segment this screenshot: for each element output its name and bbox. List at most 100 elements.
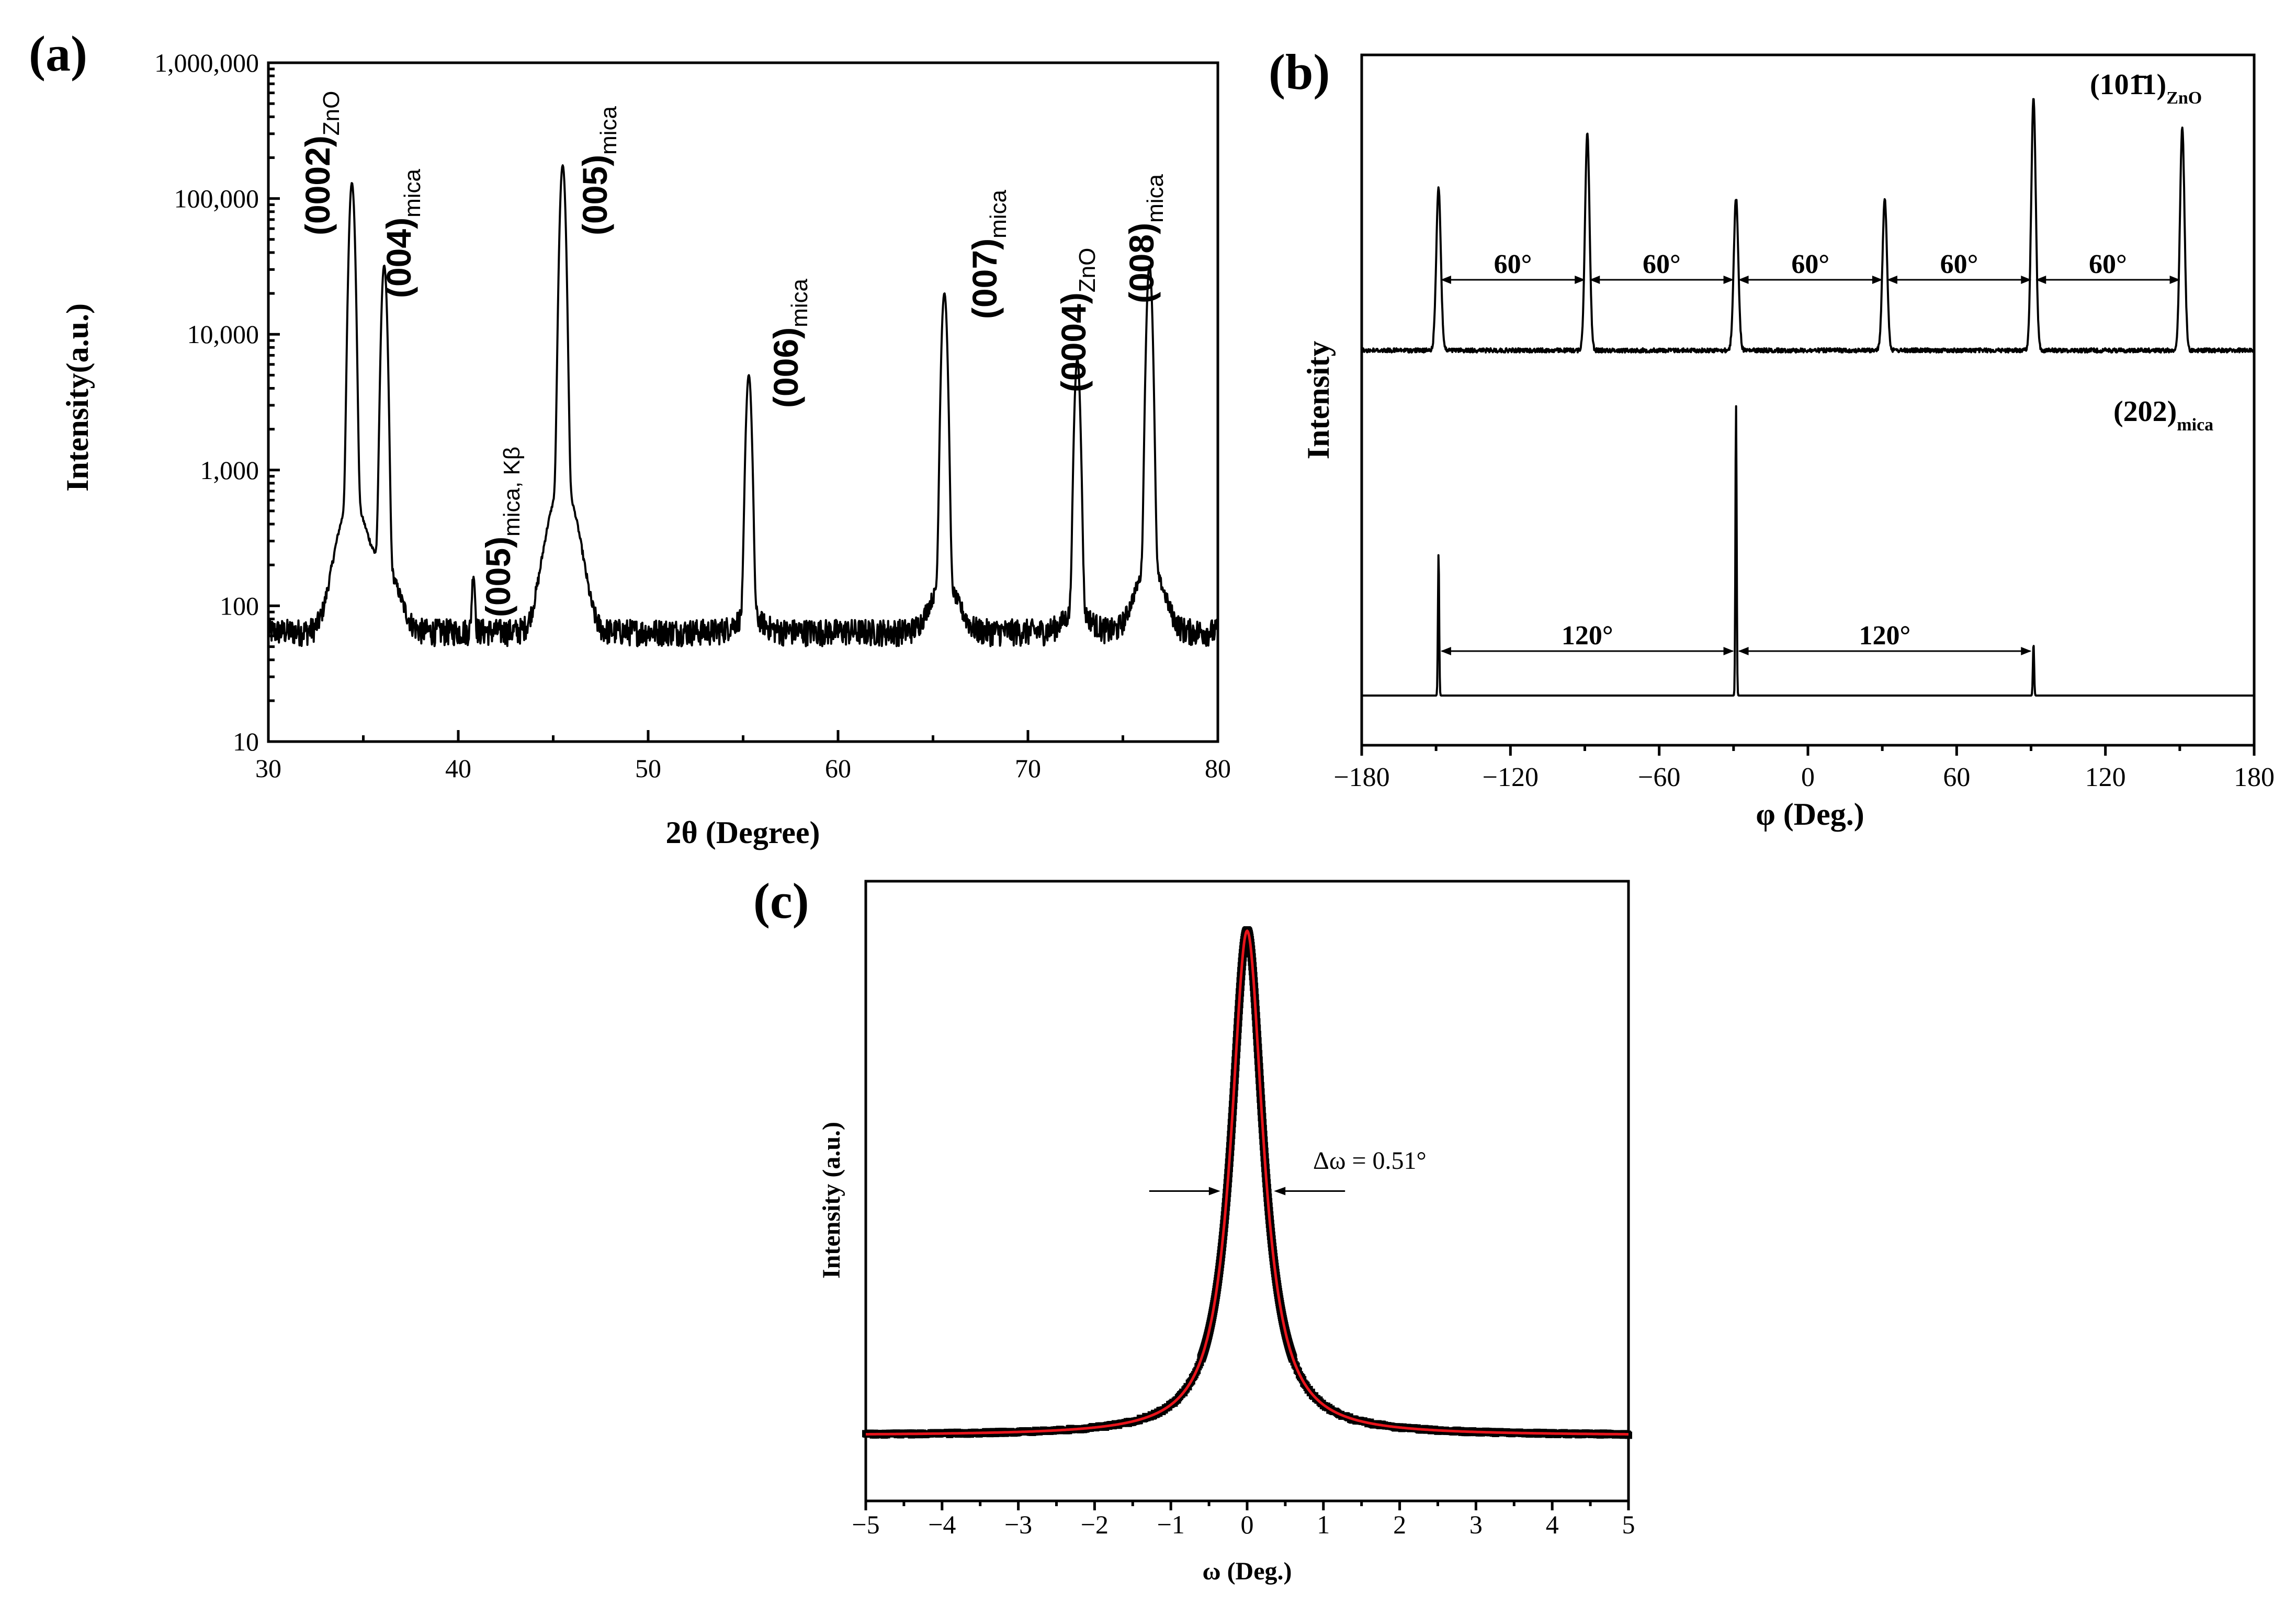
panel-b-x-label: φ (Deg.) (1756, 797, 1864, 832)
one-twenty-degree-arrow-head-right (2021, 647, 2032, 655)
peak-label: (008)mica (1122, 174, 1168, 303)
sixty-degree-arrow-head-left (2035, 276, 2046, 284)
peak-label: (0004)ZnO (1054, 248, 1100, 392)
x-tick-label: 60 (1943, 762, 1970, 792)
panel-a-x-label: 2θ (Degree) (665, 815, 820, 850)
peak-label: (007)mica (965, 189, 1011, 319)
x-tick-label: 40 (445, 754, 471, 783)
panel-a-y-ticks: 10 100 1,000 10,000 100,000 1,000,000 (154, 48, 280, 756)
x-tick-label: 0 (1801, 762, 1815, 792)
one-twenty-degree-label: 120° (1859, 621, 1911, 651)
panel-a-x-ticks: 30 40 50 60 70 80 (255, 730, 1231, 783)
x-tick-label: 5 (1622, 1510, 1635, 1539)
one-twenty-degree-label: 120° (1562, 621, 1613, 651)
panel-b-series-zno-label: (101̄1)ZnO (2090, 69, 2202, 108)
panel-c-fwhm-annotation (1149, 1187, 1345, 1196)
x-tick-label: −4 (928, 1510, 956, 1539)
x-tick-label: −5 (852, 1510, 879, 1539)
y-tick-label: 10,000 (187, 320, 259, 349)
x-tick-label: 120 (2085, 762, 2126, 792)
panel-c-y-label: Intensity (a.u.) (818, 1122, 845, 1279)
sixty-degree-arrow-head-left (1589, 276, 1600, 284)
panel-b-traces (1361, 98, 2255, 697)
mica-label-sub: mica (2177, 415, 2213, 435)
panel-c-frame (864, 880, 1630, 1502)
panel-c-data-points (862, 926, 1632, 1439)
panel-c-x-ticks: −5 −4 −3 −2 −1 0 1 2 3 4 5 (852, 1501, 1635, 1539)
panel-c-fit (866, 929, 1628, 1436)
panel-a-trace (267, 164, 1219, 647)
sixty-degree-arrow-head-left (1886, 276, 1897, 284)
peak-label-sub: mica, Kβ (499, 447, 525, 537)
peak-label-main: (0002) (298, 135, 337, 235)
panel-b-series-mica-label: (202)mica (2113, 395, 2213, 435)
peak-label-main: (0004) (1054, 292, 1093, 392)
peak-label-sub: ZnO (1075, 248, 1100, 293)
y-tick-label: 1,000,000 (154, 48, 259, 77)
one-twenty-degree-arrow-head-right (1723, 647, 1734, 655)
one-twenty-degree-arrow-head-left (1738, 647, 1749, 655)
sixty-degree-label: 60° (1940, 249, 1978, 279)
x-tick-label: −1 (1157, 1510, 1185, 1539)
lorentzian-fit-line (866, 929, 1628, 1436)
x-tick-label: −180 (1333, 762, 1389, 792)
x-tick-label: 3 (1469, 1510, 1483, 1539)
peak-label-main: (006) (766, 327, 805, 408)
sixty-degree-arrow-head-left (1738, 276, 1749, 284)
y-tick-label: 1,000 (200, 456, 259, 485)
peak-label-main: (004) (379, 218, 418, 298)
peak-label: (005)mica, Kβ (479, 447, 525, 617)
peak-label-main: (005) (479, 537, 517, 617)
panel-b-annotations: 60° 60° 60° 60° 60° 120° 120° (1440, 249, 2180, 655)
panel-c-fwhm-text: Δω = 0.51° (1313, 1147, 1427, 1175)
xrd-trace (267, 164, 1219, 647)
peak-label-main: (007) (965, 238, 1004, 319)
x-tick-label: 80 (1205, 754, 1231, 783)
x-tick-label: 1 (1317, 1510, 1330, 1539)
x-tick-label: 50 (635, 754, 661, 783)
x-tick-label: 30 (255, 754, 281, 783)
mica-label-main: (202) (2113, 395, 2177, 428)
peak-label-sub: mica (1143, 174, 1168, 222)
x-tick-label: −2 (1081, 1510, 1109, 1539)
sixty-degree-label: 60° (2089, 249, 2127, 279)
fwhm-arrow-left-head (1208, 1187, 1220, 1196)
sixty-degree-arrow-head-right (2021, 276, 2032, 284)
zno-label-main: (101̄1) (2090, 69, 2166, 101)
x-tick-label: −120 (1483, 762, 1539, 792)
panel-b-x-ticks: −180 −120 −60 0 60 120 180 (1333, 745, 2275, 792)
peak-label-sub: mica (596, 106, 621, 154)
y-tick-label: 10 (233, 727, 259, 756)
panel-b-y-label: Intensity (1301, 341, 1336, 460)
sixty-degree-arrow-head-right (1575, 276, 1586, 284)
panel-a-peak-labels: (0002)ZnO(004)mica(005)mica, Kβ(005)mica… (298, 91, 1168, 617)
x-tick-label: 70 (1015, 754, 1041, 783)
zno-label-sub: ZnO (2166, 88, 2202, 108)
fwhm-arrow-right-head (1274, 1187, 1286, 1196)
peak-label: (005)mica (575, 106, 621, 235)
phi-scan-mica-trace (1361, 405, 2255, 697)
peak-label: (0002)ZnO (298, 91, 344, 235)
peak-label-sub: mica (400, 168, 425, 217)
peak-label-main: (008) (1122, 223, 1161, 303)
x-tick-label: 180 (2234, 762, 2275, 792)
panel-b-label: (b) (1269, 44, 1330, 100)
sixty-degree-label: 60° (1494, 249, 1532, 279)
peak-label-main: (005) (575, 155, 614, 235)
peak-label-sub: ZnO (319, 91, 344, 136)
peak-label-sub: mica (787, 278, 812, 327)
y-tick-label: 100 (220, 591, 259, 620)
panel-a: (a) 10 100 1,000 10,000 100,000 1,000,000 30 4… (29, 26, 1231, 850)
x-tick-label: 0 (1241, 1510, 1254, 1539)
panel-a-label: (a) (29, 26, 87, 82)
sixty-degree-label: 60° (1643, 249, 1681, 279)
peak-label-sub: mica (986, 189, 1011, 238)
sixty-degree-arrow-head-right (2169, 276, 2180, 284)
panel-a-y-label: Intensity(a.u.) (60, 303, 95, 492)
peak-label: (006)mica (766, 278, 812, 408)
panel-b: (b) −180 −120 −60 0 60 120 180 60° 60° 60° 60° 60°… (1269, 44, 2275, 832)
one-twenty-degree-arrow-head-left (1440, 647, 1451, 655)
phi-scan-zno-trace (1361, 98, 2255, 354)
sixty-degree-arrow-head-left (1440, 276, 1451, 284)
